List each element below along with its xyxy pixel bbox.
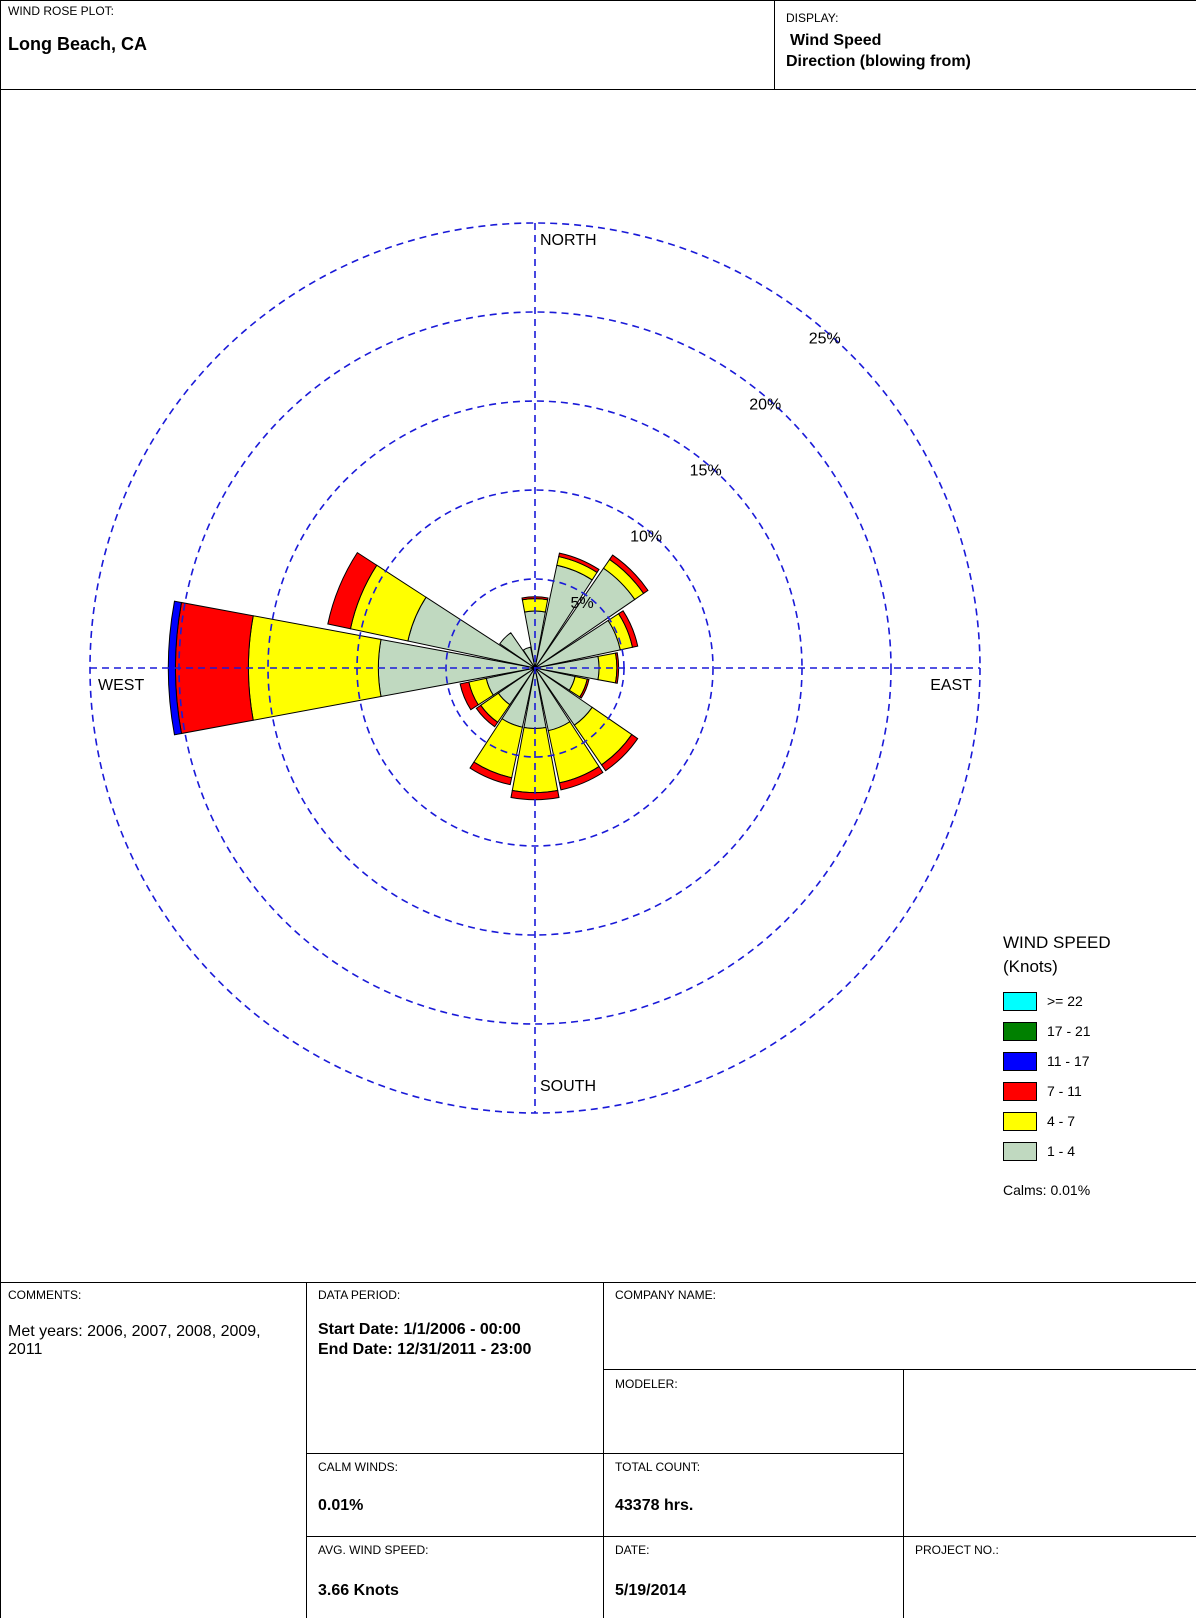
header-column-divider — [774, 0, 775, 89]
total-count-caption: TOTAL COUNT: — [615, 1460, 701, 1474]
legend-label: 11 - 17 — [1047, 1053, 1090, 1069]
petal-ene-bin-2 — [617, 610, 639, 648]
petal-s-bin-2 — [510, 789, 560, 801]
modeler-caption: MODELER: — [615, 1377, 678, 1391]
company-caption: COMPANY NAME: — [615, 1288, 716, 1302]
petal-nne-bin-2 — [558, 552, 600, 574]
legend-label: 1 - 4 — [1047, 1143, 1076, 1159]
end-date: End Date: 12/31/2011 - 23:00 — [318, 1341, 532, 1358]
compass-east-label: EAST — [930, 677, 972, 694]
data-period-caption: DATA PERIOD: — [318, 1288, 401, 1302]
petal-wnw-bin-2 — [327, 551, 378, 630]
ring-label-15: 15% — [690, 463, 722, 480]
legend-label: >= 22 — [1047, 993, 1083, 1009]
frame-border-left — [0, 0, 1, 1618]
petals-group — [167, 551, 649, 801]
legend-swatch — [1003, 1022, 1037, 1041]
petal-ssw-bin-2 — [469, 761, 513, 786]
calm-winds-value: 0.01% — [318, 1497, 364, 1514]
ring-label-10: 10% — [630, 529, 662, 546]
petal-ese-bin-2 — [579, 678, 590, 699]
petal-ne-bin-2 — [608, 554, 649, 595]
legend-label: 17 - 21 — [1047, 1023, 1091, 1039]
legend-swatch — [1003, 1082, 1037, 1101]
legend-label: 7 - 11 — [1047, 1083, 1082, 1099]
avg-speed-caption: AVG. WIND SPEED: — [318, 1543, 429, 1557]
compass-south-label: SOUTH — [540, 1078, 596, 1095]
grid-group — [89, 222, 981, 1114]
compass-north-label: NORTH — [540, 232, 597, 249]
labels-group: 5% 10% 15% 20% 25% NORTH SOUTH EAST WEST — [98, 232, 972, 1095]
display-line-1: Wind Speed — [790, 32, 882, 49]
legend-label: 4 - 7 — [1047, 1113, 1076, 1129]
compass-west-label: WEST — [98, 677, 144, 694]
petal-e-bin-2 — [614, 652, 620, 684]
display-line-2: Direction (blowing from) — [786, 53, 971, 70]
avg-speed-value: 3.66 Knots — [318, 1582, 399, 1599]
project-no-caption: PROJECT NO.: — [915, 1543, 999, 1557]
legend-swatch — [1003, 1052, 1037, 1071]
wind-rose-chart: 5% 10% 15% 20% 25% NORTH SOUTH EAST WEST — [89, 222, 981, 1114]
petal-nnw-bin-0 — [522, 646, 536, 669]
calm-winds-caption: CALM WINDS: — [318, 1460, 399, 1474]
legend-units: (Knots) — [1003, 957, 1058, 976]
footer-bottom-row-line — [306, 1536, 1196, 1537]
frame-border-top — [0, 0, 1196, 1]
ring-label-20: 20% — [749, 396, 781, 413]
petal-sse-bin-2 — [558, 765, 604, 791]
legend-swatch — [1003, 1112, 1037, 1131]
ring-label-25: 25% — [809, 330, 841, 347]
comments-caption: COMMENTS: — [8, 1288, 82, 1302]
petal-sw-bin-2 — [475, 704, 499, 728]
petal-wsw-bin-2 — [459, 681, 479, 711]
legend-swatch — [1003, 1142, 1037, 1161]
station-name: Long Beach, CA — [8, 34, 148, 54]
footer-top-line — [0, 1282, 1196, 1283]
comments-text: Met years: 2006, 2007, 2008, 2009, 2011 — [8, 1323, 261, 1358]
display-caption: DISPLAY: — [786, 11, 839, 25]
date-caption: DATE: — [615, 1543, 650, 1557]
ring-label-5: 5% — [571, 595, 594, 612]
legend-title: WIND SPEED — [1003, 933, 1111, 952]
plot-caption: WIND ROSE PLOT: — [8, 4, 115, 18]
footer-modeler-line — [306, 1453, 903, 1454]
petal-nw-bin-0 — [499, 632, 536, 669]
header-divider — [0, 89, 1196, 90]
footer-col1-line — [306, 1282, 307, 1618]
legend-calms: Calms: 0.01% — [1003, 1182, 1091, 1198]
date-value: 5/19/2014 — [615, 1582, 687, 1599]
legend-swatch — [1003, 992, 1037, 1011]
footer-company-line — [603, 1369, 1196, 1370]
footer-col2-line — [603, 1282, 604, 1618]
start-date: Start Date: 1/1/2006 - 00:00 — [318, 1321, 521, 1338]
footer-col3-line — [903, 1369, 904, 1618]
total-count-value: 43378 hrs. — [615, 1497, 694, 1514]
petal-se-bin-2 — [600, 733, 639, 772]
